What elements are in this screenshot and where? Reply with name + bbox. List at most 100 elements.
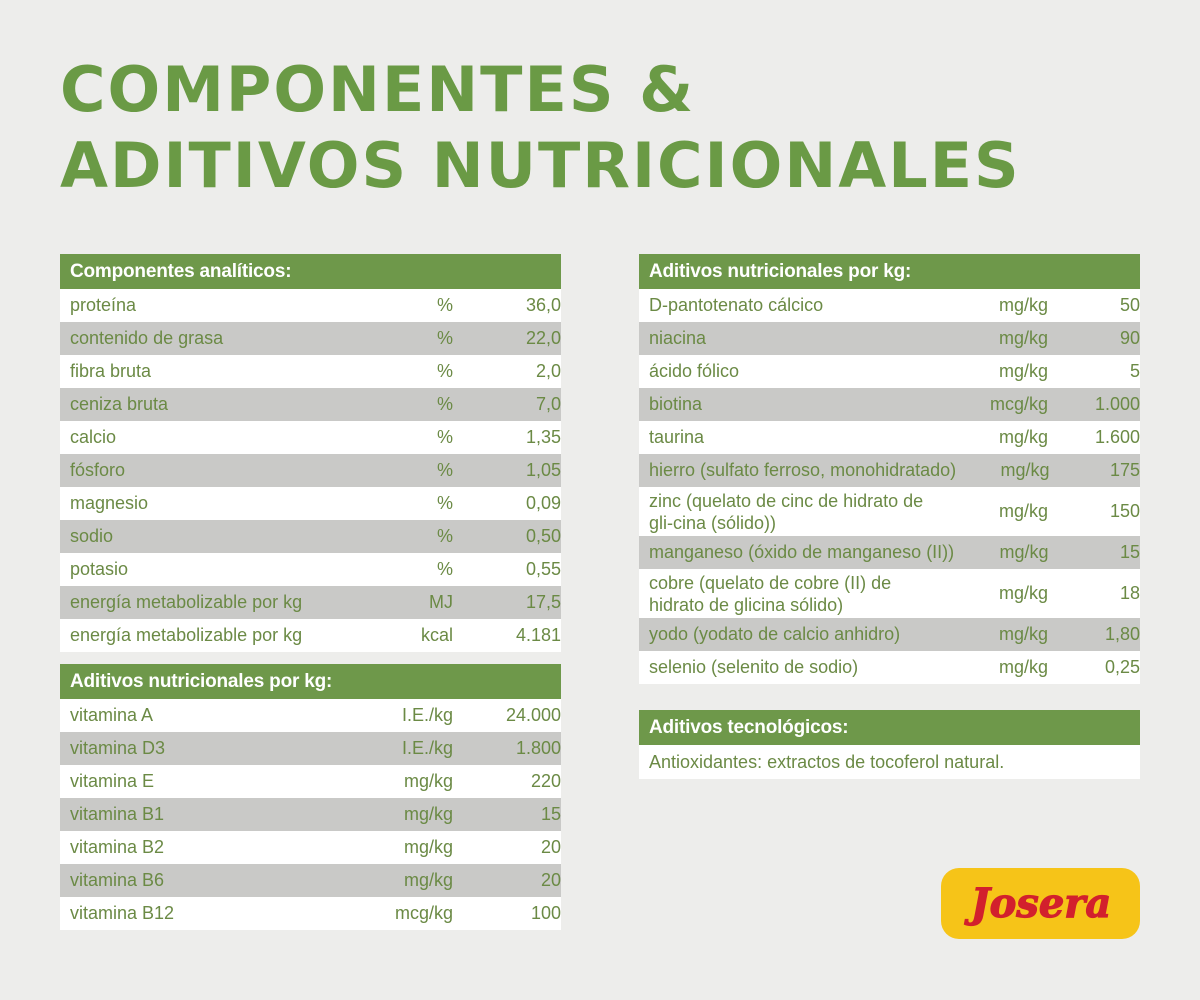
row-unit: kcal xyxy=(420,625,453,645)
row-value: 7,0 xyxy=(535,394,561,414)
row-name: niacina xyxy=(649,328,707,348)
row-name: selenio (selenito de sodio) xyxy=(649,657,859,677)
table-row: vitamina B6 mg/kg 20 xyxy=(60,864,561,897)
row-unit: mg/kg xyxy=(998,657,1048,677)
row-unit: % xyxy=(436,460,453,480)
row-value: 36,0 xyxy=(525,295,561,315)
table-row: hierro (sulfato ferroso, monohidratado) m… xyxy=(639,454,1140,487)
row-value: 175 xyxy=(1109,460,1140,480)
analytical-components-table: Componentes analíticos: proteína% 36,0 co… xyxy=(60,254,561,652)
row-unit: mcg/kg xyxy=(989,394,1048,414)
page-title: Componentes & Aditivos nutricionales xyxy=(60,52,1021,204)
row-name: vitamina D3 xyxy=(70,738,166,758)
table-row: niacina mg/kg 90 xyxy=(639,322,1140,355)
table-row: vitamina B2 mg/kg 20 xyxy=(60,831,561,864)
row-name: ceniza bruta xyxy=(70,394,169,414)
row-value: 20 xyxy=(540,837,561,857)
row-unit: mg/kg xyxy=(998,501,1048,521)
row-unit: % xyxy=(436,559,453,579)
table-row: proteína% 36,0 xyxy=(60,289,561,322)
row-unit: mg/kg xyxy=(998,427,1048,447)
table-row: yodo (yodato de calcio anhidro) mg/kg 1,80 xyxy=(639,618,1140,651)
row-name: ácido fólico xyxy=(649,361,740,381)
row-unit: mg/kg xyxy=(998,328,1048,348)
table-row: cobre (quelato de cobre (II) de hidrato … xyxy=(639,569,1140,618)
row-value: 100 xyxy=(530,903,561,923)
row-unit: % xyxy=(436,328,453,348)
row-value: 1,35 xyxy=(525,427,561,447)
row-value: 24.000 xyxy=(505,705,561,725)
row-value: 0,09 xyxy=(525,493,561,513)
row-unit: mcg/kg xyxy=(394,903,453,923)
table-row: contenido de grasa% 22,0 xyxy=(60,322,561,355)
row-unit: I.E./kg xyxy=(401,738,453,758)
row-value: 150 xyxy=(1109,501,1140,521)
row-value: 1,05 xyxy=(525,460,561,480)
row-name: calcio xyxy=(70,427,117,447)
row-name: vitamina B1 xyxy=(70,804,165,824)
row-value: 220 xyxy=(530,771,561,791)
row-name: manganeso (óxido de manganeso (II)) xyxy=(649,542,955,562)
row-value: 22,0 xyxy=(525,328,561,348)
row-value: 4.181 xyxy=(515,625,561,645)
row-name: contenido de grasa xyxy=(70,328,224,348)
row-value: 1.600 xyxy=(1094,427,1140,447)
table-row: vitamina E mg/kg 220 xyxy=(60,765,561,798)
row-value: 5 xyxy=(1129,361,1140,381)
title-line-1: Componentes & xyxy=(60,53,696,126)
table-row: zinc (quelato de cinc de hidrato de gli-… xyxy=(639,487,1140,536)
row-value: 15 xyxy=(1119,542,1140,562)
josera-logo-mark: Josera xyxy=(963,879,1112,927)
row-value: 17,5 xyxy=(525,592,561,612)
row-name: proteína xyxy=(70,295,137,315)
row-unit: I.E./kg xyxy=(401,705,453,725)
row-unit: % xyxy=(436,526,453,546)
row-name: energía metabolizable por kg xyxy=(70,592,303,612)
row-unit: mg/kg xyxy=(998,583,1048,603)
table-row: ácido fólico mg/kg 5 xyxy=(639,355,1140,388)
row-name: vitamina B2 xyxy=(70,837,165,857)
row-value: 0,50 xyxy=(525,526,561,546)
row-name: sodio xyxy=(70,526,114,546)
table-heading: Componentes analíticos: xyxy=(60,254,561,289)
technological-additives-table: Aditivos tecnológicos: Antioxidantes: ex… xyxy=(639,710,1140,779)
table-row: fósforo% 1,05 xyxy=(60,454,561,487)
table-heading: Aditivos nutricionales por kg: xyxy=(60,664,561,699)
table-row: D-pantotenato cálcico mg/kg 50 xyxy=(639,289,1140,322)
row-unit: MJ xyxy=(429,592,453,612)
row-unit: % xyxy=(436,394,453,414)
table-row: biotina mcg/kg 1.000 xyxy=(639,388,1140,421)
row-value: 50 xyxy=(1119,295,1140,315)
row-unit: mg/kg xyxy=(998,361,1048,381)
table-row: fibra bruta% 2,0 xyxy=(60,355,561,388)
josera-logo: Josera xyxy=(941,868,1140,939)
table-row: vitamina D3 I.E./kg 1.800 xyxy=(60,732,561,765)
row-unit: mg/kg xyxy=(1000,460,1050,480)
logo-text: Josera xyxy=(963,880,1111,927)
row-value: 0,25 xyxy=(1104,657,1140,677)
row-name: zinc (quelato de cinc de hidrato de gli-… xyxy=(649,490,924,533)
row-value: 18 xyxy=(1119,583,1140,603)
table-row: taurina mg/kg 1.600 xyxy=(639,421,1140,454)
row-value: 1.800 xyxy=(515,738,561,758)
row-name: hierro (sulfato ferroso, monohidratado) xyxy=(649,460,957,480)
row-unit: mg/kg xyxy=(999,542,1049,562)
row-value: 0,55 xyxy=(525,559,561,579)
row-unit: mg/kg xyxy=(403,837,453,857)
row-unit: mg/kg xyxy=(403,870,453,890)
row-value: 90 xyxy=(1119,328,1140,348)
row-name: vitamina B6 xyxy=(70,870,165,890)
row-unit: mg/kg xyxy=(998,624,1048,644)
row-name: taurina xyxy=(649,427,705,447)
row-name: D-pantotenato cálcico xyxy=(649,295,824,315)
row-name: vitamina E xyxy=(70,771,155,791)
row-value: 20 xyxy=(540,870,561,890)
row-name: vitamina B12 xyxy=(70,903,175,923)
row-unit: % xyxy=(436,493,453,513)
vitamins-table: Aditivos nutricionales por kg: vitamina … xyxy=(60,664,561,930)
table-row: calcio% 1,35 xyxy=(60,421,561,454)
row-value: 15 xyxy=(540,804,561,824)
table-row: vitamina B12 mcg/kg 100 xyxy=(60,897,561,930)
row-unit: % xyxy=(436,295,453,315)
row-unit: mg/kg xyxy=(998,295,1048,315)
